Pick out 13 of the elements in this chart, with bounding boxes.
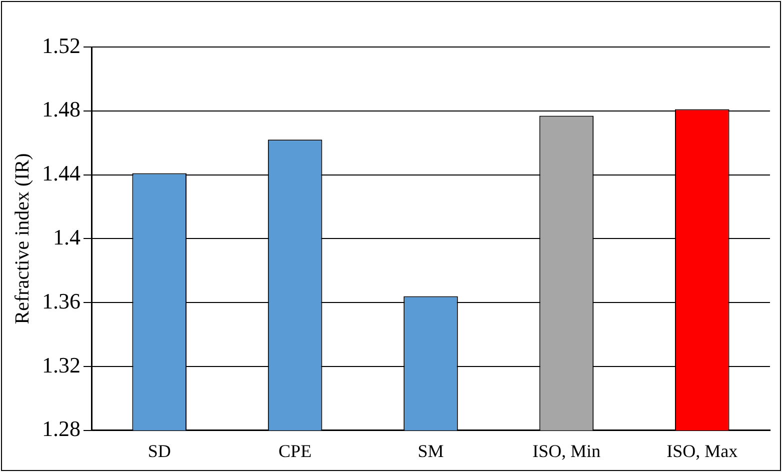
y-tick-label: 1.44 — [42, 160, 80, 186]
x-tick-label: ISO, Min — [532, 440, 600, 461]
y-tick-label: 1.28 — [42, 416, 80, 442]
y-tick-label: 1.4 — [53, 224, 80, 250]
y-axis-title: Refractive index (IR) — [11, 153, 34, 324]
y-tick-label: 1.48 — [42, 96, 80, 122]
x-tick-label: SM — [418, 440, 444, 461]
y-tick-label: 1.32 — [42, 352, 80, 378]
x-tick-label: SD — [148, 440, 171, 461]
y-tick-label: 1.36 — [42, 288, 80, 314]
x-tick-label: CPE — [278, 440, 312, 461]
y-tick-label: 1.52 — [42, 32, 80, 58]
x-tick-label: ISO, Max — [666, 440, 738, 461]
